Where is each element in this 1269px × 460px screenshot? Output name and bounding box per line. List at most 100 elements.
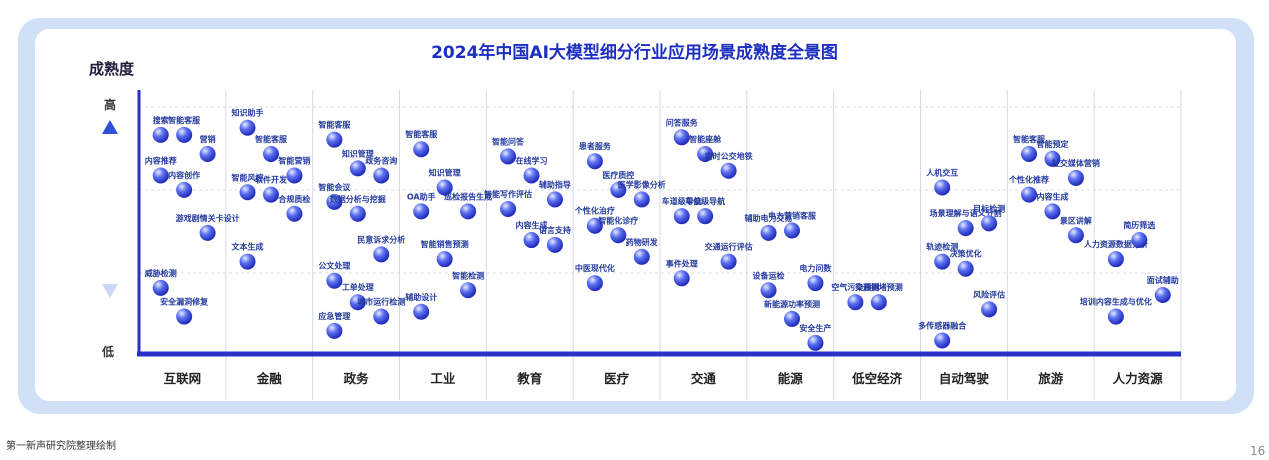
point-marker bbox=[152, 126, 169, 143]
point-label: 智能客服 bbox=[318, 120, 351, 130]
data-point: 内容生成 bbox=[515, 220, 547, 249]
data-point: 设备运检 bbox=[753, 270, 785, 299]
data-point: 智能客服 bbox=[405, 129, 438, 158]
data-point: 实时公交地铁 bbox=[705, 151, 753, 179]
point-label: 面试辅助 bbox=[1147, 275, 1179, 285]
point-marker bbox=[1067, 227, 1084, 244]
data-point: 车位级导航 bbox=[685, 196, 725, 225]
data-point: 事件处理 bbox=[666, 258, 698, 287]
point-label: 软件开发 bbox=[255, 175, 288, 185]
data-point: 城市运行检测 bbox=[357, 297, 405, 325]
point-marker bbox=[239, 119, 256, 136]
point-label: 应急管理 bbox=[318, 311, 350, 321]
point-marker bbox=[413, 203, 430, 220]
data-point: 内容生成 bbox=[1036, 191, 1068, 220]
data-point: 巡检报告生成 bbox=[444, 191, 492, 220]
point-marker bbox=[262, 186, 279, 203]
data-point: 场景理解与语义分割 bbox=[930, 208, 1002, 237]
point-marker bbox=[807, 275, 824, 292]
point-label: 智能客服 bbox=[255, 134, 288, 144]
point-marker bbox=[1131, 232, 1148, 249]
data-point: 知识管理 bbox=[429, 167, 461, 196]
point-marker bbox=[1154, 287, 1171, 304]
data-point: 决策优化 bbox=[950, 249, 982, 277]
point-label: 在线学习 bbox=[515, 156, 547, 166]
data-point: 简历筛选 bbox=[1123, 220, 1155, 249]
point-label: 交通拥堵预测 bbox=[855, 282, 903, 292]
point-label: 新能源功率预测 bbox=[764, 299, 820, 309]
point-label: 辅助电力交易 bbox=[745, 213, 793, 223]
point-marker bbox=[586, 153, 603, 170]
point-label: 智能风控 bbox=[232, 172, 264, 182]
point-label: 智能检测 bbox=[452, 270, 484, 280]
point-label: 医疗质控 bbox=[602, 170, 634, 180]
point-label: 目标检测 bbox=[973, 203, 1005, 213]
category-label: 工业 bbox=[430, 371, 456, 386]
data-point: 智能会议 bbox=[318, 182, 351, 210]
point-marker bbox=[720, 162, 737, 179]
point-marker bbox=[373, 246, 390, 263]
data-point: 威胁检测 bbox=[145, 268, 177, 296]
point-marker bbox=[870, 294, 887, 311]
category-label: 政务 bbox=[344, 371, 370, 386]
point-marker bbox=[957, 260, 974, 277]
data-point: 知识助手 bbox=[232, 108, 264, 136]
point-label: 知识管理 bbox=[342, 148, 374, 158]
point-label: 智能客服 bbox=[405, 129, 438, 139]
point-marker bbox=[697, 208, 714, 225]
point-marker bbox=[1044, 203, 1061, 220]
point-marker bbox=[1021, 146, 1038, 163]
y-low-label: 低 bbox=[102, 345, 115, 359]
data-points: 搜索 智能客服营销内容推荐内容创作游戏剧情关卡设计威胁检测安全漏洞修复知识助手智能… bbox=[145, 108, 1179, 351]
point-marker bbox=[373, 167, 390, 184]
point-marker bbox=[697, 146, 714, 163]
category-label: 交通 bbox=[691, 371, 717, 386]
point-label: 事件处理 bbox=[666, 258, 698, 268]
data-point: 轨迹检测 bbox=[926, 242, 958, 270]
data-point: 中医现代化 bbox=[575, 263, 615, 292]
point-label: 药物研发 bbox=[626, 237, 659, 247]
data-point: 交通运行评估 bbox=[705, 242, 753, 270]
point-marker bbox=[349, 160, 366, 177]
point-marker bbox=[373, 308, 390, 325]
point-marker bbox=[262, 146, 279, 163]
point-label: 场景理解与语义分割 bbox=[930, 208, 1002, 218]
data-point: 公文处理 bbox=[318, 261, 350, 289]
data-point: 游戏剧情关卡设计 bbox=[176, 213, 240, 241]
data-point: 智能写作评估 bbox=[484, 189, 532, 217]
point-label: 交通运行评估 bbox=[705, 242, 753, 252]
point-label: 政务咨询 bbox=[365, 156, 397, 166]
data-point: 智能问答 bbox=[492, 136, 525, 165]
data-point: 医疗质控 bbox=[602, 170, 634, 198]
point-label: 智能写作评估 bbox=[484, 189, 532, 199]
point-marker bbox=[633, 191, 650, 208]
point-marker bbox=[783, 310, 800, 327]
point-label: 智能化诊疗 bbox=[598, 215, 638, 225]
category-label: 医疗 bbox=[604, 371, 630, 386]
point-label: 知识管理 bbox=[429, 167, 461, 177]
data-point: 智能预定 bbox=[1036, 139, 1068, 167]
category-label: 互联网 bbox=[164, 371, 202, 386]
point-marker bbox=[1067, 169, 1084, 186]
point-marker bbox=[586, 217, 603, 234]
point-label: 社交媒体营销 bbox=[1051, 158, 1100, 168]
point-label: 车道级导航 bbox=[662, 196, 702, 206]
data-point: 营销 bbox=[199, 134, 216, 163]
axes bbox=[137, 90, 1181, 357]
point-marker bbox=[1021, 186, 1038, 203]
point-label: 问答服务 bbox=[666, 117, 699, 127]
point-label: 简历筛选 bbox=[1123, 220, 1155, 230]
point-label: 轨迹检测 bbox=[926, 242, 958, 252]
point-marker bbox=[633, 248, 650, 265]
point-label: 搜索 bbox=[153, 115, 169, 125]
data-point: 内容推荐 bbox=[145, 156, 177, 184]
data-point: 搜索 bbox=[152, 115, 169, 143]
data-point: 智能客服 bbox=[168, 115, 201, 143]
data-point: 智能客服 bbox=[318, 120, 351, 148]
data-point: 辅助电力交易 bbox=[745, 213, 793, 241]
point-marker bbox=[783, 222, 800, 239]
y-direction-arrow bbox=[102, 120, 118, 298]
point-label: 辅助指导 bbox=[539, 179, 571, 189]
category-label: 金融 bbox=[256, 371, 283, 386]
